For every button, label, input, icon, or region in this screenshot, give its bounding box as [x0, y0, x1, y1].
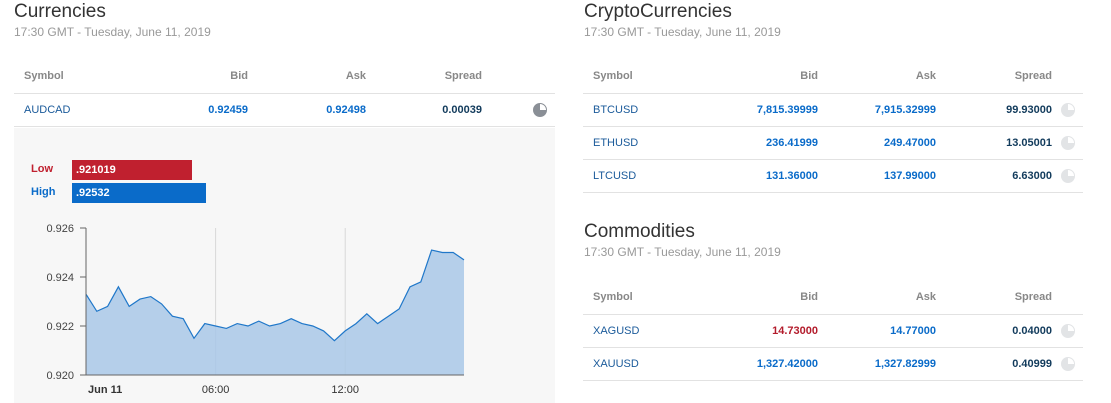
- column-header-symbol[interactable]: Symbol: [14, 60, 144, 94]
- spread-cell: 13.05001: [944, 126, 1060, 160]
- price-area-chart[interactable]: 0.926 0.924 0.922 0.920 Jun 11 06:00 12:00: [14, 128, 555, 403]
- table-row[interactable]: XAGUSD 14.73000 14.77000 0.04000: [583, 314, 1083, 348]
- symbol-cell[interactable]: XAUUSD: [583, 347, 708, 381]
- symbol-cell[interactable]: BTCUSD: [583, 93, 708, 127]
- series-line: [85, 249, 465, 342]
- currencies-title: Currencies: [14, 1, 106, 22]
- pie-chart-icon[interactable]: [1061, 135, 1075, 150]
- currencies-panel: Currencies 17:30 GMT - Tuesday, June 11,…: [0, 0, 555, 403]
- symbol-cell[interactable]: ETHUSD: [583, 126, 708, 160]
- crypto-title: CryptoCurrencies: [584, 1, 732, 22]
- ask-cell: 7,915.32999: [826, 93, 944, 127]
- table-row[interactable]: AUDCAD 0.92459 0.92498 0.00039: [14, 93, 555, 127]
- spread-cell: 0.00039: [374, 93, 490, 127]
- column-header-spread[interactable]: Spread: [944, 60, 1060, 94]
- symbol-cell[interactable]: LTCUSD: [583, 159, 708, 193]
- y-tick-label: 0.920: [46, 370, 74, 382]
- bid-cell: 14.73000: [708, 314, 826, 348]
- bid-cell: 7,815.39999: [708, 93, 826, 127]
- symbol-cell[interactable]: XAGUSD: [583, 314, 708, 348]
- currencies-table: Symbol Bid Ask Spread AUDCAD 0.92459 0.9…: [14, 60, 555, 127]
- spread-cell: 0.04000: [944, 314, 1060, 348]
- pie-cell[interactable]: [1060, 347, 1083, 381]
- table-header-row: Symbol Bid Ask Spread: [14, 60, 555, 94]
- pie-chart-icon[interactable]: [533, 102, 547, 117]
- column-header-bid[interactable]: Bid: [144, 60, 256, 94]
- commodities-header: Commodities 17:30 GMT - Tuesday, June 11…: [584, 221, 781, 260]
- y-tick-label: 0.924: [46, 272, 74, 284]
- table-header-row: Symbol Bid Ask Spread: [583, 281, 1083, 315]
- spread-cell: 6.63000: [944, 159, 1060, 193]
- table-row[interactable]: ETHUSD 236.41999 249.47000 13.05001: [583, 126, 1083, 160]
- crypto-table: Symbol Bid Ask Spread BTCUSD 7,815.39999…: [583, 60, 1083, 193]
- y-tick-label: 0.922: [46, 321, 74, 333]
- price-chart-panel: Low .921019 High .92532 0.926 0.924 0.922 0…: [14, 128, 555, 403]
- column-header-bid[interactable]: Bid: [708, 60, 826, 94]
- table-row[interactable]: LTCUSD 131.36000 137.99000 6.63000: [583, 159, 1083, 193]
- low-label: Low: [31, 163, 53, 175]
- column-header-spread[interactable]: Spread: [374, 60, 490, 94]
- pie-chart-icon[interactable]: [1061, 168, 1075, 183]
- pie-cell[interactable]: [490, 93, 555, 127]
- pie-cell[interactable]: [1060, 126, 1083, 160]
- y-tick-label: 0.926: [46, 223, 74, 235]
- column-header-ask[interactable]: Ask: [826, 281, 944, 315]
- high-value: .92532: [76, 187, 110, 199]
- column-header-bid[interactable]: Bid: [708, 281, 826, 315]
- low-bar: .921019: [72, 160, 192, 180]
- crypto-timestamp: 17:30 GMT - Tuesday, June 11, 2019: [584, 25, 781, 39]
- series-area: [86, 250, 464, 375]
- high-label: High: [31, 186, 56, 198]
- bid-cell: 236.41999: [708, 126, 826, 160]
- ask-cell: 1,327.82999: [826, 347, 944, 381]
- symbol-cell[interactable]: AUDCAD: [14, 93, 144, 127]
- right-panel: CryptoCurrencies 17:30 GMT - Tuesday, Ju…: [583, 0, 1111, 403]
- bid-cell: 1,327.42000: [708, 347, 826, 381]
- ask-cell: 14.77000: [826, 314, 944, 348]
- pie-cell[interactable]: [1060, 314, 1083, 348]
- table-row[interactable]: XAUUSD 1,327.42000 1,327.82999 0.40999: [583, 347, 1083, 381]
- column-header-symbol[interactable]: Symbol: [583, 60, 708, 94]
- x-tick-label: Jun 11: [88, 384, 122, 396]
- ask-cell: 137.99000: [826, 159, 944, 193]
- x-tick-label: 12:00: [331, 384, 359, 396]
- column-header-ask[interactable]: Ask: [826, 60, 944, 94]
- high-bar: .92532: [72, 183, 206, 203]
- column-header-spread[interactable]: Spread: [944, 281, 1060, 315]
- column-header-symbol[interactable]: Symbol: [583, 281, 708, 315]
- spread-cell: 99.93000: [944, 93, 1060, 127]
- bid-cell: 0.92459: [144, 93, 256, 127]
- pie-chart-icon[interactable]: [1061, 102, 1075, 117]
- currencies-header: Currencies 17:30 GMT - Tuesday, June 11,…: [14, 1, 211, 40]
- pie-cell[interactable]: [1060, 93, 1083, 127]
- low-value: .921019: [76, 164, 116, 176]
- crypto-header: CryptoCurrencies 17:30 GMT - Tuesday, Ju…: [584, 1, 781, 40]
- spread-cell: 0.40999: [944, 347, 1060, 381]
- commodities-table: Symbol Bid Ask Spread XAGUSD 14.73000 14…: [583, 281, 1083, 381]
- pie-chart-icon[interactable]: [1061, 356, 1075, 371]
- ask-cell: 249.47000: [826, 126, 944, 160]
- column-header-empty: [490, 60, 555, 94]
- pie-cell[interactable]: [1060, 159, 1083, 193]
- x-tick-label: 06:00: [202, 384, 230, 396]
- column-header-empty: [1060, 60, 1083, 94]
- currencies-timestamp: 17:30 GMT - Tuesday, June 11, 2019: [14, 25, 211, 39]
- column-header-empty: [1060, 281, 1083, 315]
- pie-chart-icon[interactable]: [1061, 323, 1075, 338]
- table-header-row: Symbol Bid Ask Spread: [583, 60, 1083, 94]
- bid-cell: 131.36000: [708, 159, 826, 193]
- commodities-title: Commodities: [584, 221, 695, 242]
- column-header-ask[interactable]: Ask: [256, 60, 374, 94]
- commodities-timestamp: 17:30 GMT - Tuesday, June 11, 2019: [584, 245, 781, 259]
- table-row[interactable]: BTCUSD 7,815.39999 7,915.32999 99.93000: [583, 93, 1083, 127]
- ask-cell: 0.92498: [256, 93, 374, 127]
